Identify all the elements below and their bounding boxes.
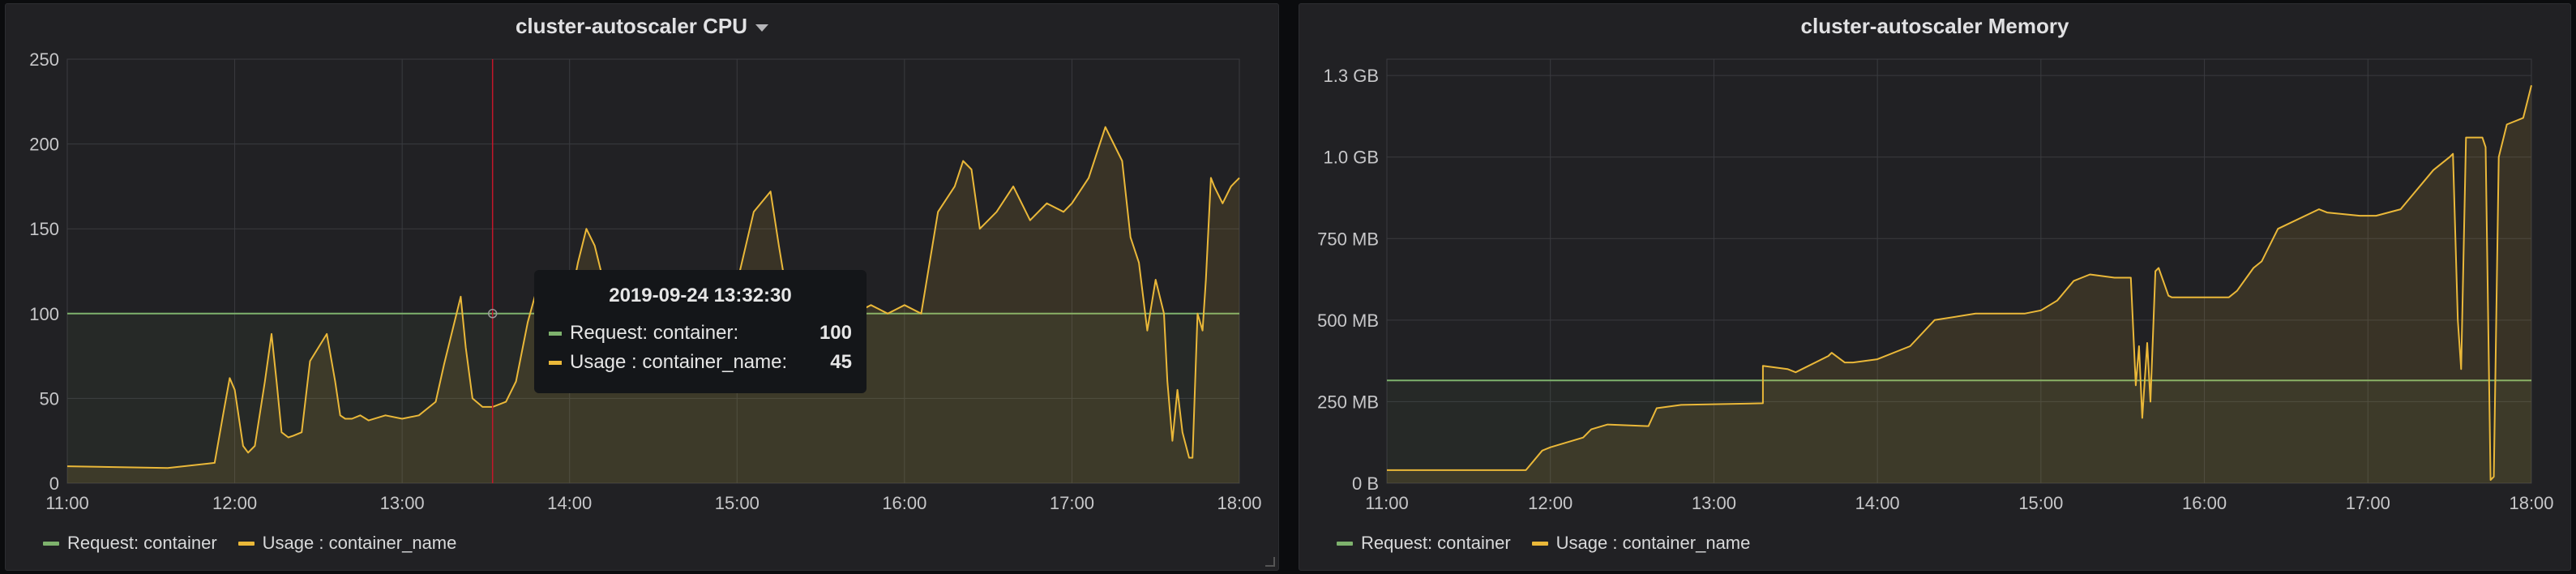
y-tick-label: 500 MB [1317,311,1379,331]
x-tick-label: 16:00 [2182,493,2227,513]
x-tick-label: 17:00 [1050,493,1094,513]
legend-item-request[interactable]: Request: container [43,533,217,554]
legend-item-usage[interactable]: Usage : container_name [1531,533,1751,554]
x-tick-label: 18:00 [1217,493,1261,513]
legend-label: Usage : container_name [1555,533,1751,553]
memory-panel: cluster-autoscaler Memory 0 B 250 MB 500 M… [1299,3,2571,571]
memory-chart[interactable]: 0 B 250 MB 500 MB 750 MB 1.0 GB 1.3 GB 11:00 12… [1299,4,2572,523]
series-area-request [67,313,1239,483]
legend-swatch [237,541,255,546]
legend-label: Request: container [1361,533,1511,553]
legend-swatch [43,541,59,546]
y-tick-label: 50 [40,388,59,409]
legend-swatch [1531,541,1548,546]
y-tick-label: 0 B [1352,473,1379,494]
legend: Request: container Usage : container_nam… [1337,533,1750,554]
chevron-down-icon[interactable] [755,24,769,32]
legend: Request: container Usage : container_nam… [43,533,456,554]
x-tick-label: 15:00 [715,493,760,513]
panel-title[interactable]: cluster-autoscaler CPU [6,14,1278,39]
x-tick-label: 12:00 [212,493,257,513]
x-tick-label: 13:00 [380,493,425,513]
tooltip-row-request: Request: container: 100 [549,319,852,348]
tooltip-label: Usage : container_name: [570,351,788,373]
series-area-usage [1387,85,2531,483]
x-tick-label: 12:00 [1528,493,1573,513]
y-tick-label: 200 [29,135,59,155]
x-tick-label: 18:00 [2509,493,2553,513]
tooltip-value: 100 [819,322,852,344]
panel-title[interactable]: cluster-autoscaler Memory [1299,14,2570,39]
x-tick-label: 11:00 [45,493,88,513]
resize-handle[interactable] [1265,557,1275,567]
hover-point [487,309,498,319]
x-tick-label: 11:00 [1365,493,1408,513]
tooltip-swatch [549,331,562,336]
legend-swatch [1337,541,1353,546]
x-tick-label: 14:00 [1855,493,1900,513]
tooltip-label: Request: container: [570,322,739,344]
legend-label: Usage : container_name [262,533,457,553]
plot-frame [66,58,1240,484]
x-tick-label: 13:00 [1692,493,1736,513]
x-tick-label: 16:00 [882,493,926,513]
hover-tooltip: 2019-09-24 13:32:30 Request: container: … [534,270,867,393]
y-tick-label: 750 MB [1317,229,1379,249]
plot-frame [1386,58,2532,484]
legend-item-request[interactable]: Request: container [1337,533,1511,554]
y-tick-label: 1.0 GB [1324,148,1379,168]
y-tick-label: 100 [29,304,59,324]
x-tick-label: 15:00 [2018,493,2063,513]
legend-item-usage[interactable]: Usage : container_name [237,533,457,554]
legend-label: Request: container [67,533,217,553]
x-tick-label: 14:00 [547,493,592,513]
cpu-panel: cluster-autoscaler CPU 0 50 100 150 200 250 11… [5,3,1279,571]
panel-title-text[interactable]: cluster-autoscaler Memory [1800,14,2069,38]
series-line-usage [1387,84,2532,481]
tooltip-time: 2019-09-24 13:32:30 [609,285,792,306]
tooltip-row-usage: Usage : container_name: 45 [549,348,852,377]
tooltip-value: 45 [830,351,852,373]
y-tick-label: 250 MB [1317,392,1379,412]
x-tick-label: 17:00 [2346,493,2390,513]
y-tick-label: 150 [29,219,59,239]
y-tick-label: 0 [49,473,59,494]
panel-title-text[interactable]: cluster-autoscaler CPU [515,14,748,38]
y-tick-label: 1.3 GB [1324,66,1379,86]
y-tick-label: 250 [29,49,59,70]
tooltip-swatch [549,360,562,365]
cpu-chart[interactable]: 0 50 100 150 200 250 11:00 12:00 13:00 14:00 15:00… [6,4,1280,523]
